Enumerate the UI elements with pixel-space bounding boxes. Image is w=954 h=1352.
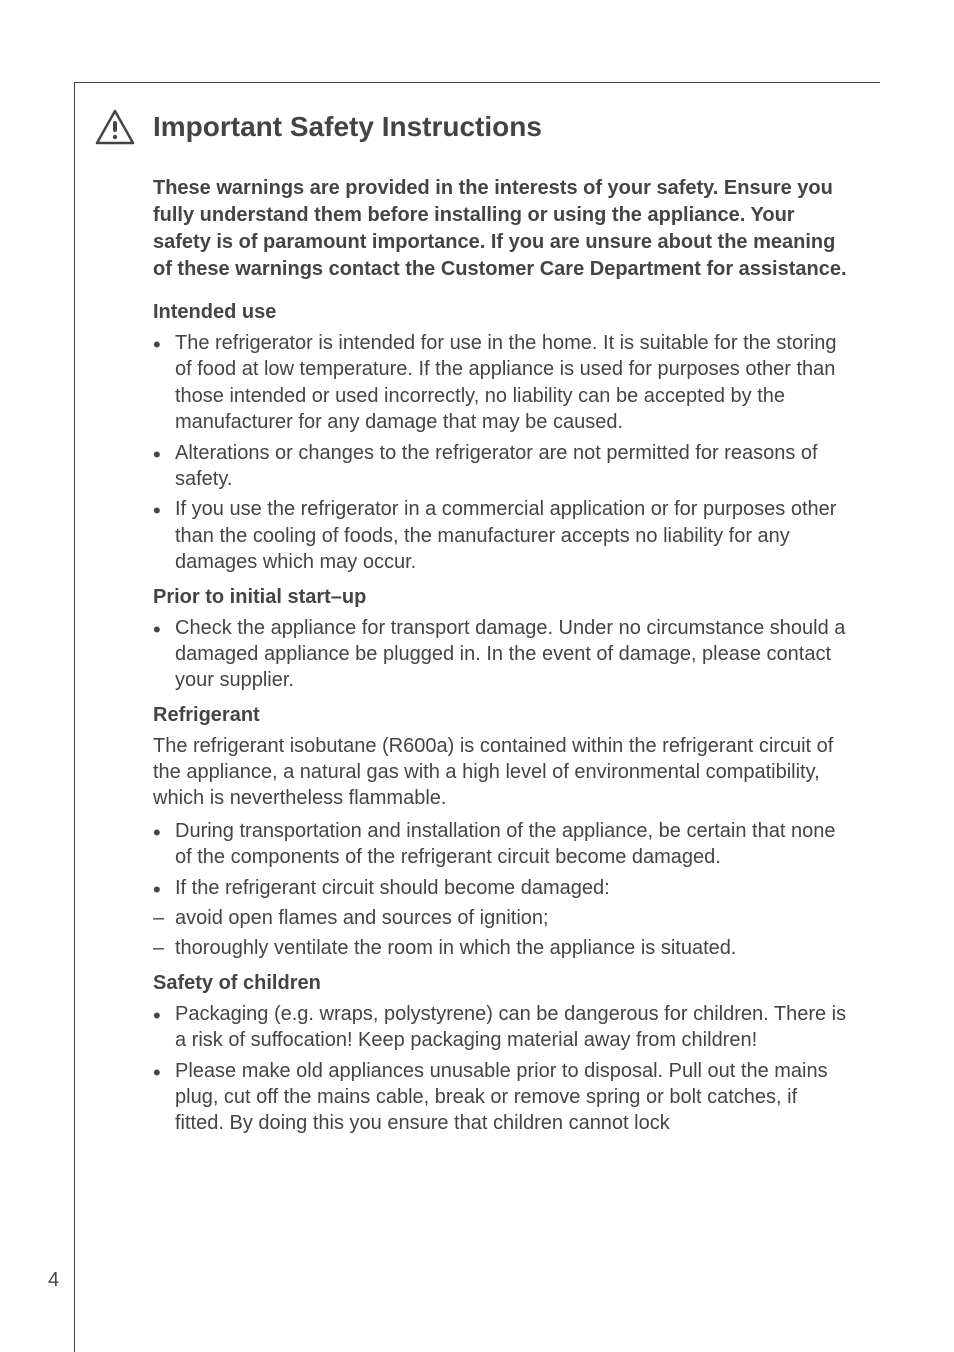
list-item: If the refrigerant circuit should become… (153, 875, 850, 901)
list-children: Packaging (e.g. wraps, polystyrene) can … (153, 1001, 850, 1137)
list-item: avoid open flames and sources of ignitio… (153, 905, 850, 931)
title-row: Important Safety Instructions (95, 109, 850, 145)
list-prior-startup: Check the appliance for transport damage… (153, 615, 850, 694)
list-item: Packaging (e.g. wraps, polystyrene) can … (153, 1001, 850, 1054)
intro-paragraph: These warnings are provided in the inter… (153, 175, 850, 283)
page-title: Important Safety Instructions (153, 111, 542, 143)
heading-children: Safety of children (153, 972, 850, 995)
list-item: If you use the refrigerator in a commerc… (153, 496, 850, 575)
list-item: Alterations or changes to the refrigerat… (153, 440, 850, 493)
warning-triangle-icon (95, 109, 135, 145)
page-frame: Important Safety Instructions These warn… (74, 82, 880, 1352)
list-item: Please make old appliances unusable prio… (153, 1058, 850, 1137)
heading-prior-startup: Prior to initial start–up (153, 586, 850, 609)
heading-refrigerant: Refrigerant (153, 704, 850, 727)
refrigerant-body: The refrigerant isobutane (R600a) is con… (153, 733, 850, 812)
list-refrigerant: During transportation and installation o… (153, 818, 850, 962)
list-item: thoroughly ventilate the room in which t… (153, 935, 850, 961)
content-area: Important Safety Instructions These warn… (75, 83, 880, 1137)
list-item: The refrigerator is intended for use in … (153, 330, 850, 436)
page-number: 4 (48, 1269, 59, 1292)
list-intended-use: The refrigerator is intended for use in … (153, 330, 850, 576)
list-item: Check the appliance for transport damage… (153, 615, 850, 694)
heading-intended-use: Intended use (153, 301, 850, 324)
list-item: During transportation and installation o… (153, 818, 850, 871)
